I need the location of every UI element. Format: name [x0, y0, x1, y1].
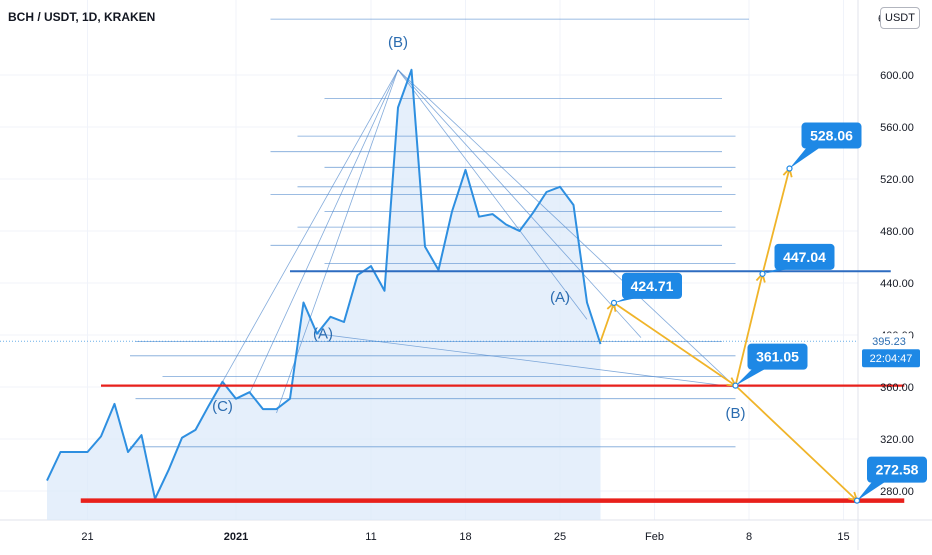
x-tick-label: 25	[554, 531, 566, 543]
fan-line	[397, 69, 588, 320]
x-tick-label: 8	[746, 531, 752, 543]
fan-lines	[222, 69, 736, 414]
price-callout[interactable]: 528.06	[786, 122, 862, 172]
price-line[interactable]	[46, 68, 602, 500]
x-tick-label: Feb	[645, 531, 664, 543]
callout-label: 272.58	[876, 462, 919, 478]
x-tick-label: 18	[459, 531, 471, 543]
callout-anchor-point	[853, 497, 861, 504]
wave-label: (C)	[212, 398, 233, 415]
fan-line	[249, 69, 399, 394]
countdown-label: 22:04:47	[870, 353, 913, 365]
y-tick-label: 600.00	[880, 70, 914, 82]
callout-label: 361.05	[756, 349, 799, 365]
y-tick-label: 520.00	[880, 174, 914, 186]
x-tick-label: 11	[365, 531, 376, 543]
callout-label: 447.04	[783, 249, 826, 265]
callout-label: 424.71	[631, 278, 674, 294]
y-tick-label: 360.00	[880, 382, 914, 394]
x-tick-label: 2021	[224, 531, 248, 543]
countdown-badge	[862, 349, 920, 368]
fan-line	[222, 69, 399, 382]
y-tick-label: 280.00	[880, 486, 914, 498]
x-tick-label: 21	[81, 531, 93, 543]
callout-label: 528.06	[810, 128, 853, 144]
wave-label: (A)	[550, 289, 570, 306]
callout-anchor-point	[610, 299, 618, 306]
callout-box	[747, 343, 808, 370]
last-price-badge-bg	[866, 333, 912, 350]
price-callout[interactable]: 447.04	[759, 243, 835, 277]
price-axis: 280.00320.00360.00400.00440.00480.00520.…	[878, 13, 914, 498]
wave-label: (A)	[313, 326, 333, 343]
y-tick-label: 560.00	[880, 122, 914, 134]
wave-label: (B)	[726, 405, 746, 422]
currency-button[interactable]: USDT	[880, 7, 920, 29]
callout-box	[622, 272, 682, 299]
fan-line	[397, 69, 736, 388]
price-callout[interactable]: 361.05	[732, 343, 808, 389]
time-axis: 21 2021 11 18 25 Feb 8 15	[81, 531, 849, 543]
y-tick-label: 320.00	[880, 434, 914, 446]
last-price-label: 395.23	[872, 336, 906, 348]
callout-pointer	[789, 146, 822, 169]
fan-line	[316, 333, 736, 388]
callout-box	[867, 456, 927, 483]
price-callout[interactable]: 272.58	[853, 456, 928, 504]
fan-line	[397, 69, 642, 338]
callout-anchor-point	[786, 165, 793, 172]
chart-title: BCH / USDT, 1D, KRAKEN	[8, 10, 156, 24]
price-area-fill	[47, 69, 601, 521]
callout-box	[774, 243, 835, 270]
callout-pointer	[735, 367, 768, 386]
projection-down-path[interactable]	[734, 384, 858, 502]
callout-box	[801, 122, 862, 149]
x-tick-label: 15	[837, 531, 849, 543]
callout-anchor-point	[759, 270, 766, 277]
wave-label: (B)	[388, 34, 408, 51]
y-tick-label: 480.00	[880, 226, 914, 238]
y-tick-label: 440.00	[880, 278, 914, 290]
price-callout[interactable]: 424.71	[610, 272, 683, 306]
callout-pointer	[857, 480, 887, 501]
callout-anchor-point	[732, 382, 739, 389]
